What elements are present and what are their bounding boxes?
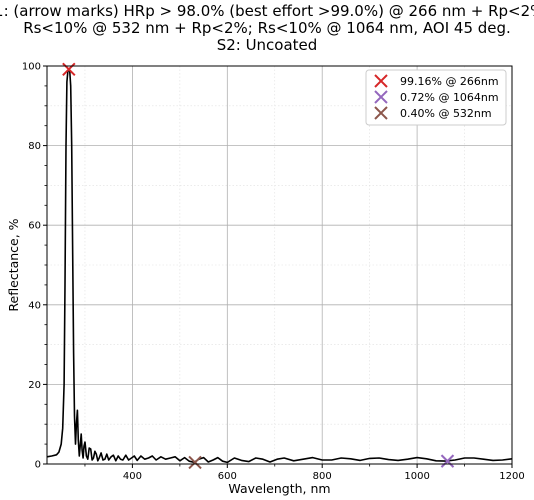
legend-marker-stroke-b xyxy=(374,74,388,88)
legend-label: 99.16% @ 266nm xyxy=(400,75,499,88)
plot-frame xyxy=(46,65,513,465)
data-marker-stroke-b xyxy=(188,455,202,470)
chart-title-line-1: S1: (arrow marks) HRp > 98.0% (best effo… xyxy=(0,2,534,20)
y-tick-label: 40 xyxy=(28,300,41,311)
x-tick-label: 800 xyxy=(313,471,332,482)
legend: 99.16% @ 266nm 0.72% @ 1064nm 0.40% @ 532n… xyxy=(365,69,507,126)
grid xyxy=(47,66,512,464)
data-marker-stroke-b xyxy=(62,62,76,77)
y-axis-label: Reflectance, % xyxy=(6,218,21,311)
legend-label: 0.40% @ 532nm xyxy=(400,107,492,120)
legend-marker-stroke-b xyxy=(374,106,388,120)
legend-label: 0.72% @ 1064nm xyxy=(400,91,499,104)
y-tick-label: 0 xyxy=(35,460,41,471)
marker-layer xyxy=(62,62,455,470)
legend-marker xyxy=(374,74,388,88)
data-marker xyxy=(440,454,455,468)
y-tick-label: 60 xyxy=(28,221,41,232)
x-tick-label: 400 xyxy=(123,471,142,482)
y-tick-label: 20 xyxy=(28,380,41,391)
y-tick-label: 100 xyxy=(22,62,41,73)
x-tick-label: 1200 xyxy=(499,471,524,482)
chart-title-line-2: Rs<10% @ 532 nm + Rp<2%; Rs<10% @ 1064 n… xyxy=(23,19,511,37)
series-layer xyxy=(46,68,513,464)
data-marker xyxy=(62,62,76,77)
x-tick-label: 600 xyxy=(218,471,237,482)
data-marker-stroke-b xyxy=(440,454,455,468)
legend-marker xyxy=(374,90,388,104)
legend-marker xyxy=(374,106,388,120)
x-tick-label: 1000 xyxy=(404,471,429,482)
axis-ticks: 400 600 800 1000 1200 0 20 40 60 80 100 xyxy=(22,62,525,483)
y-tick-label: 80 xyxy=(28,141,41,152)
legend-box xyxy=(365,69,507,126)
data-marker xyxy=(188,455,202,470)
legend-marker-stroke-b xyxy=(374,90,388,104)
x-axis-label: Wavelength, nm xyxy=(228,481,330,496)
reflectance-series-line xyxy=(46,68,513,464)
chart-title-line-3: S2: Uncoated xyxy=(217,36,318,54)
